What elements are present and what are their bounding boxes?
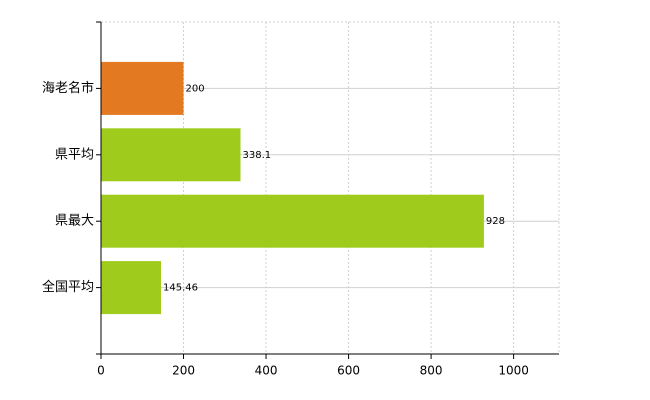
bar <box>101 128 241 182</box>
value-label: 145.46 <box>163 283 198 294</box>
bar <box>101 194 484 248</box>
bar <box>101 261 162 315</box>
y-tick-label: 県最大 <box>55 214 94 229</box>
y-tick-label: 県平均 <box>55 147 94 162</box>
value-label: 928 <box>486 216 505 227</box>
x-tick-label: 600 <box>337 364 360 378</box>
y-tick-label: 全国平均 <box>42 279 94 295</box>
bar <box>101 61 184 115</box>
x-tick-label: 800 <box>420 364 443 378</box>
x-tick-label: 0 <box>97 364 105 378</box>
x-tick-label: 400 <box>255 364 278 378</box>
x-tick-label: 1000 <box>498 364 529 378</box>
value-label: 200 <box>186 83 205 94</box>
x-tick-label: 200 <box>172 364 195 378</box>
y-tick-label: 海老名市 <box>42 80 94 96</box>
value-label: 338.1 <box>243 150 272 161</box>
